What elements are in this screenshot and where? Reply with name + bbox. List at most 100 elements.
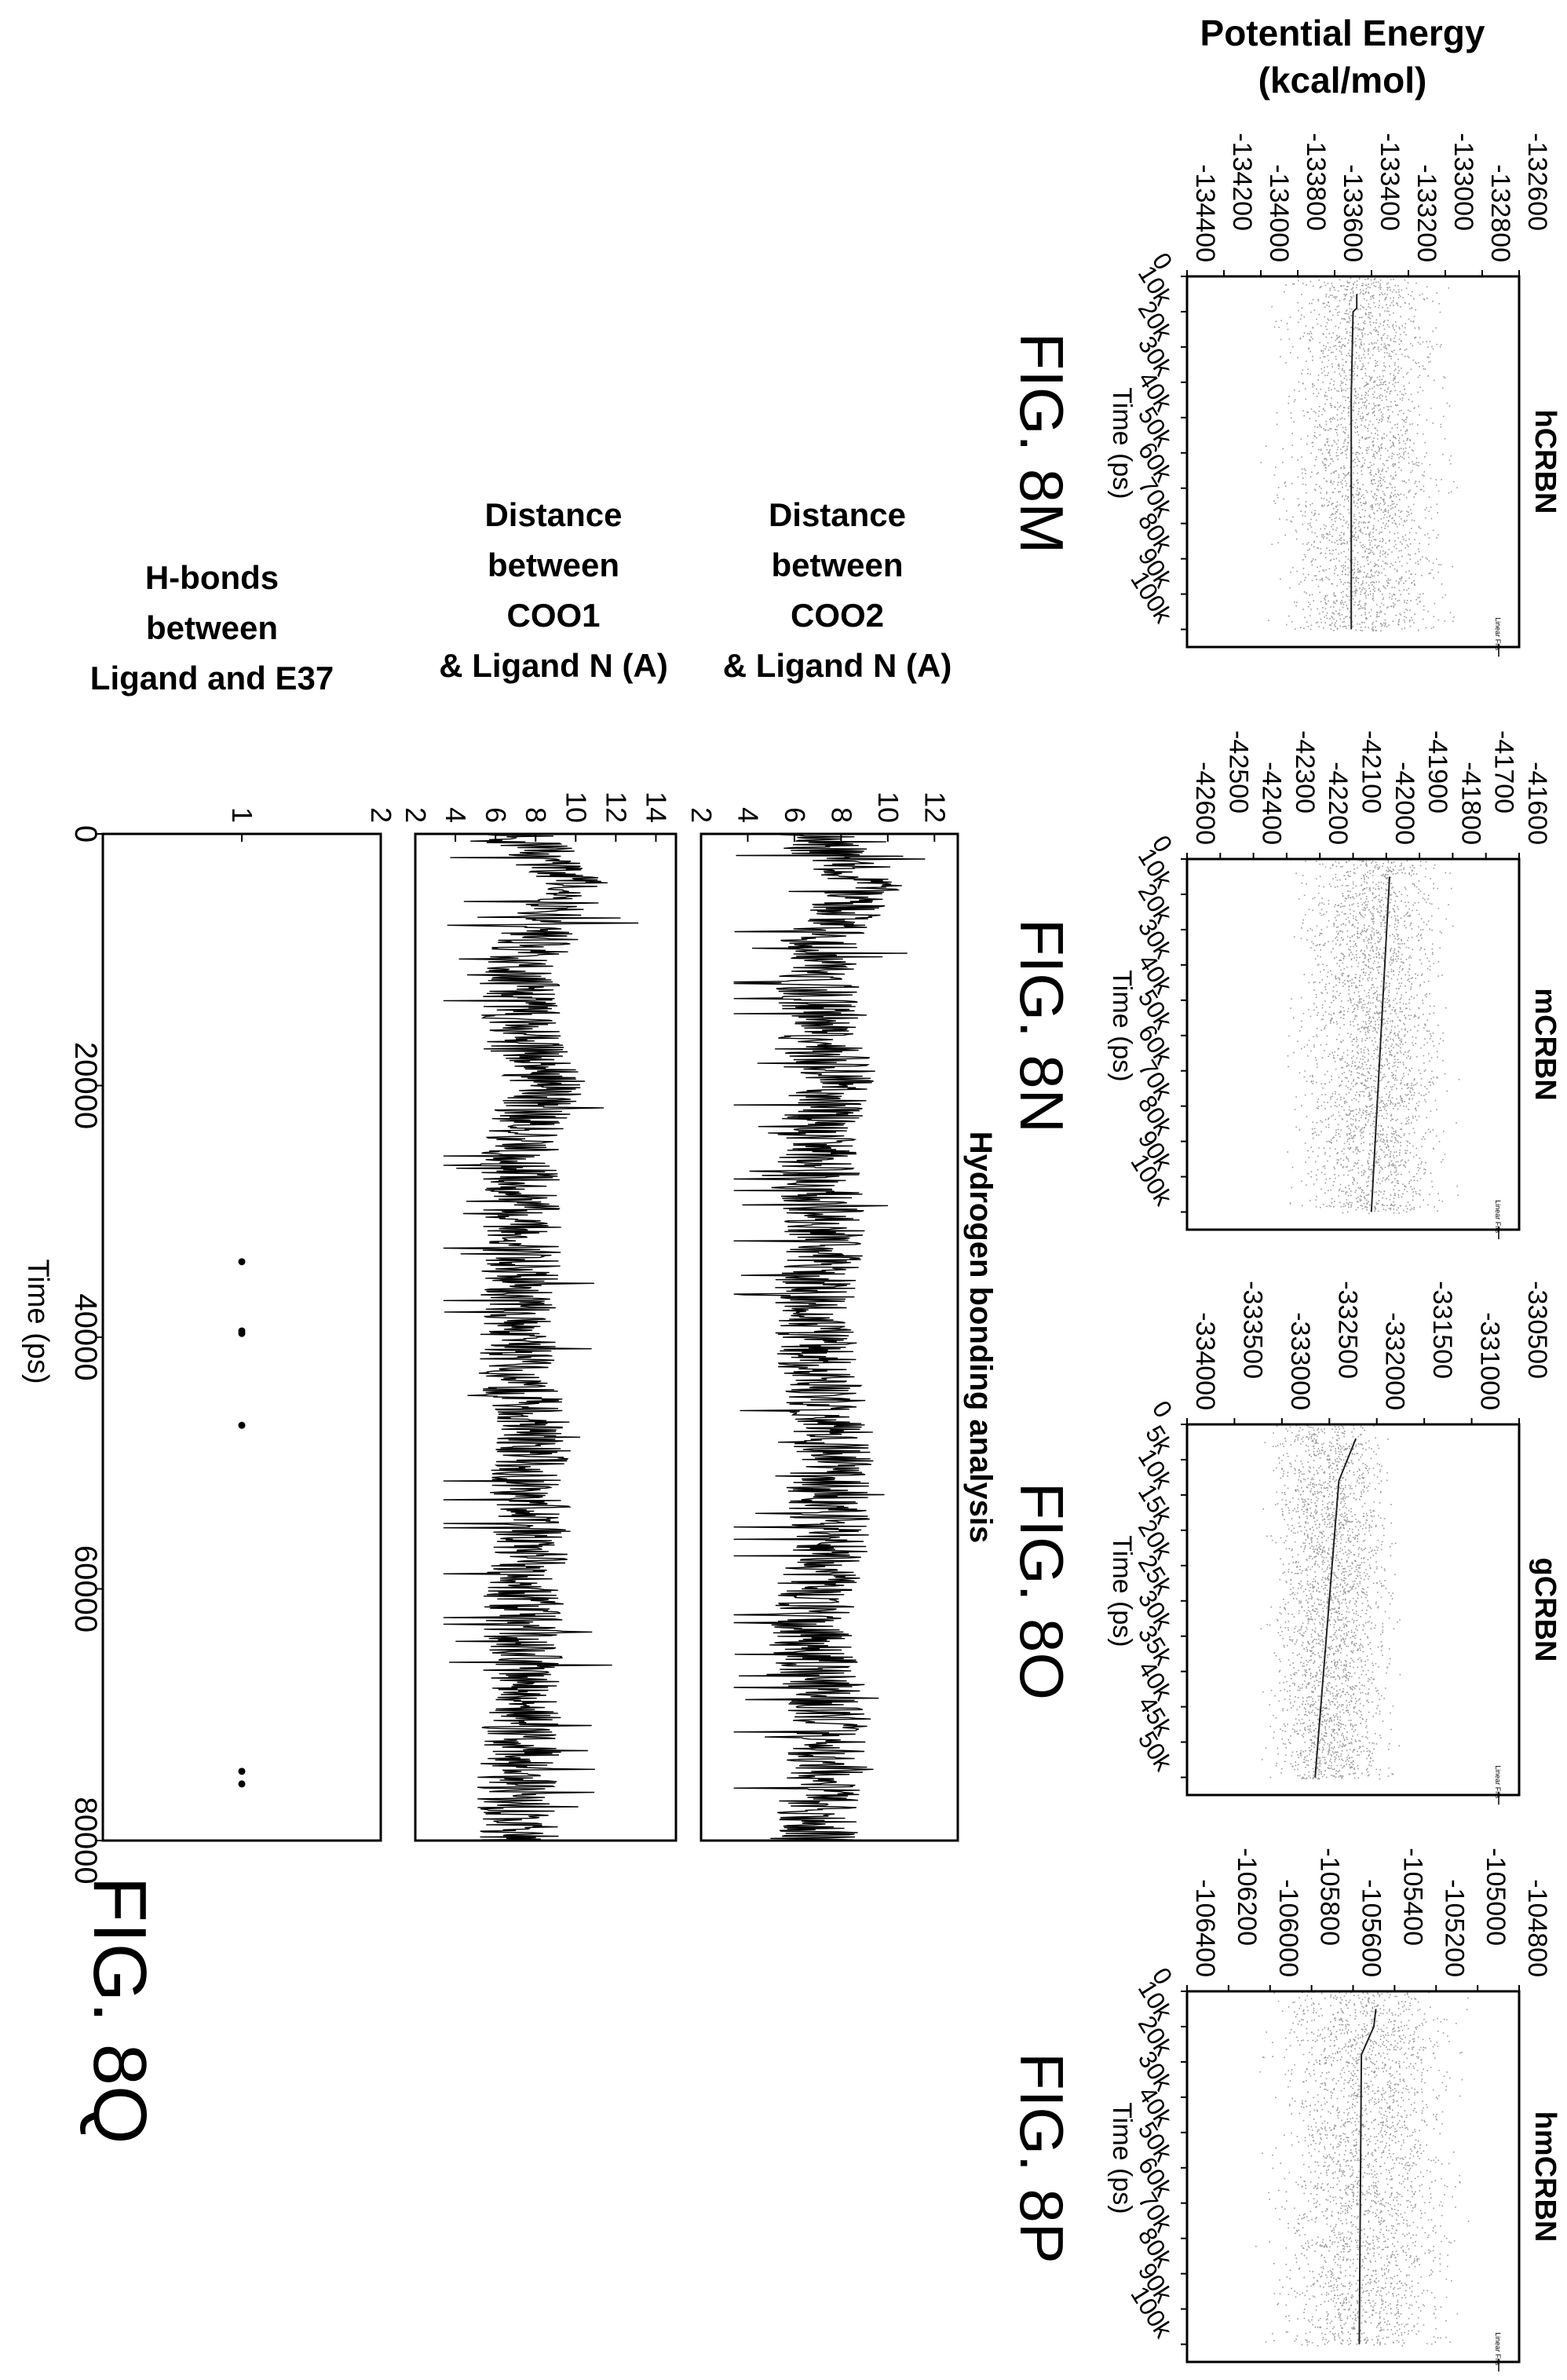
scatter-point (1350, 422, 1351, 424)
scatter-point (1420, 963, 1423, 965)
scatter-point (1390, 1155, 1391, 1157)
scatter-point (1346, 1114, 1348, 1116)
scatter-point (1355, 577, 1357, 579)
scatter-point (1358, 570, 1361, 572)
scatter-point (1380, 625, 1383, 627)
scatter-point (1347, 509, 1350, 510)
scatter-point (1335, 1102, 1336, 1103)
scatter-point (1433, 1012, 1435, 1014)
scatter-point (1363, 916, 1365, 919)
scatter-point (1408, 916, 1411, 917)
scatter-point (1380, 496, 1382, 499)
scatter-point (1342, 486, 1343, 488)
scatter-point (1408, 506, 1410, 508)
scatter-point (1350, 940, 1351, 942)
scatter-point (1395, 1169, 1397, 1171)
y-tick-label: -133400 (1375, 133, 1404, 231)
scatter-point (1368, 1072, 1369, 1073)
scatter-point (1329, 289, 1331, 291)
scatter-point (1401, 961, 1402, 963)
scatter-point (1346, 1135, 1348, 1136)
scatter-point (1318, 410, 1320, 412)
scatter-point (1371, 1170, 1373, 1172)
scatter-point (1383, 1108, 1386, 1110)
scatter-point (1371, 1180, 1373, 1182)
scatter-point (1369, 318, 1371, 320)
scatter-point (1350, 1205, 1353, 1206)
scatter-point (1339, 879, 1341, 881)
scatter-point (1356, 1083, 1358, 1084)
figure-label: FIG. 8M (1007, 333, 1076, 554)
scatter-point (1390, 495, 1392, 498)
scatter-point (1441, 597, 1444, 598)
scatter-point (1406, 544, 1408, 546)
scatter-point (1400, 1008, 1401, 1010)
scatter-point (1397, 510, 1400, 511)
scatter-point (1333, 1136, 1335, 1138)
scatter-point (1424, 517, 1426, 519)
scatter-point (1312, 1121, 1313, 1124)
scatter-point (1350, 1132, 1352, 1134)
scatter-point (1380, 630, 1382, 632)
scatter-point (1324, 528, 1326, 529)
scatter-point (1353, 459, 1356, 460)
scatter-point (1392, 1205, 1393, 1206)
scatter-point (1361, 504, 1362, 506)
scatter-point (1328, 568, 1331, 570)
scatter-point (1368, 552, 1371, 554)
scatter-point (1417, 933, 1419, 935)
scatter-point (1361, 419, 1363, 422)
scatter-point (1354, 1125, 1357, 1128)
scatter-point (1340, 347, 1342, 349)
scatter-point (1429, 464, 1431, 466)
scatter-point (1342, 431, 1345, 433)
scatter-point (1416, 433, 1419, 434)
scatter-point (1399, 334, 1401, 335)
scatter-point (1364, 901, 1367, 903)
scatter-point (1298, 381, 1300, 383)
scatter-point (1383, 1076, 1384, 1078)
scatter-point (1325, 525, 1327, 527)
scatter-point (1346, 607, 1349, 609)
scatter-point (1310, 1050, 1312, 1052)
scatter-point (1361, 368, 1363, 370)
scatter-point (1260, 462, 1262, 463)
scatter-point (1374, 1205, 1375, 1208)
scatter-point (1401, 1122, 1403, 1124)
scatter-point (1326, 537, 1328, 539)
scatter-point (1367, 1161, 1368, 1163)
scatter-point (1380, 287, 1382, 288)
scatter-point (1314, 559, 1317, 561)
scatter-point (1393, 955, 1394, 957)
scatter-point (1396, 1155, 1398, 1157)
scatter-point (1322, 1015, 1324, 1017)
scatter-point (1302, 919, 1304, 921)
scatter-point (1349, 1188, 1350, 1190)
scatter-point (1307, 542, 1309, 543)
scatter-point (1326, 491, 1328, 493)
scatter-point (1353, 281, 1356, 283)
scatter-point (1340, 1058, 1342, 1060)
scatter-point (1404, 1123, 1407, 1125)
scatter-point (1376, 397, 1378, 399)
scatter-point (1397, 358, 1399, 360)
scatter-point (1355, 1120, 1357, 1121)
scatter-point (1392, 1038, 1394, 1040)
scatter-point (1361, 861, 1364, 862)
scatter-point (1324, 1011, 1327, 1013)
scatter-point (1387, 505, 1390, 506)
scatter-point (1364, 1197, 1366, 1200)
scatter-point (1299, 337, 1302, 339)
scatter-point (1393, 466, 1394, 467)
scatter-point (1354, 559, 1356, 561)
scatter-point (1349, 369, 1350, 371)
scatter-point (1393, 935, 1395, 938)
scatter-point (1393, 364, 1396, 366)
scatter-point (1356, 1039, 1358, 1040)
scatter-point (1337, 459, 1339, 460)
scatter-point (1338, 390, 1339, 392)
scatter-point (1397, 1051, 1399, 1054)
scatter-point (1360, 571, 1361, 572)
scatter-point (1380, 915, 1382, 917)
scatter-point (1364, 612, 1366, 613)
